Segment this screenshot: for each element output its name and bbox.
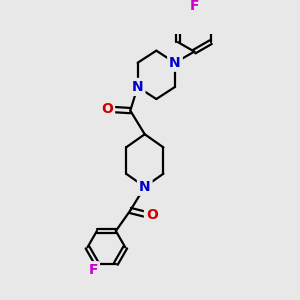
Text: N: N bbox=[169, 56, 181, 70]
Text: O: O bbox=[101, 102, 113, 116]
Text: N: N bbox=[132, 80, 143, 94]
Text: N: N bbox=[139, 180, 151, 194]
Text: O: O bbox=[146, 208, 158, 222]
Text: F: F bbox=[88, 263, 98, 277]
Text: F: F bbox=[190, 0, 199, 14]
